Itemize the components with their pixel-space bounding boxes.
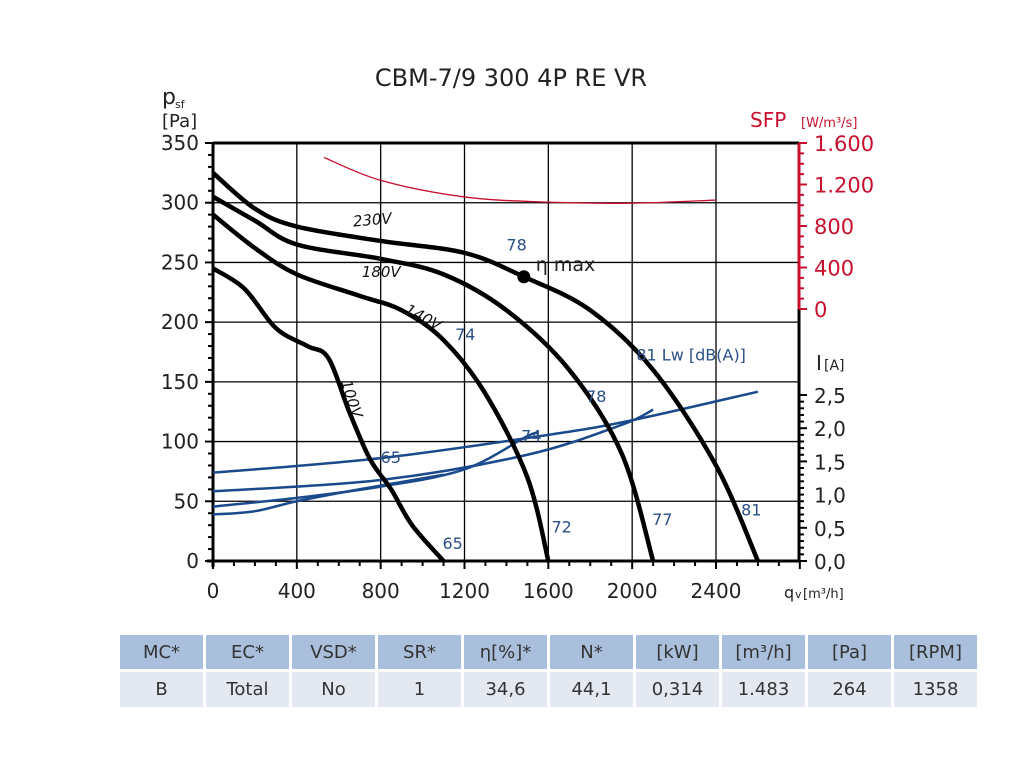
sound-level-label: 77 <box>652 510 672 529</box>
table-value-cell: 34,6 <box>464 672 547 707</box>
sound-level-label: 81 Lw [dB(A)] <box>636 345 746 364</box>
pressure-curve-230V <box>211 171 760 562</box>
svg-text:[Pa]: [Pa] <box>162 111 197 132</box>
current-tick-label: 2,5 <box>814 384 846 408</box>
current-curve-140V <box>212 431 539 508</box>
y-tick-label: 350 <box>161 131 199 155</box>
x-tick-label: 2400 <box>691 579 742 603</box>
sfp-tick-label: 400 <box>814 257 854 281</box>
sound-level-label: 78 <box>586 387 606 406</box>
spec-header-row: MC* EC* VSD* SR* η[%]* N* [kW] [m³/h] [Pa] [RPM] <box>120 635 977 669</box>
x-tick-label: 800 <box>362 579 400 603</box>
spec-table: MC* EC* VSD* SR* η[%]* N* [kW] [m³/h] [Pa] [RPM] … <box>117 632 980 710</box>
svg-text:p: p <box>162 85 176 110</box>
table-value-cell: Total <box>206 672 289 707</box>
x-tick-label: 2000 <box>607 579 658 603</box>
pressure-curve-140V <box>211 212 551 562</box>
current-tick-label: 2,0 <box>814 417 846 441</box>
voltage-label: 140V <box>402 300 446 335</box>
sfp-tick-label: 1.600 <box>814 132 874 156</box>
sound-level-label: 65 <box>381 448 401 467</box>
fan-performance-chart: CBM-7/9 300 4P RE VR p sf [Pa] SFP [W/m³… <box>161 64 874 603</box>
table-value-cell: No <box>292 672 375 707</box>
current-curve-100V <box>212 473 444 516</box>
sound-level-label: 65 <box>442 534 462 553</box>
current-tick-label: 0,5 <box>814 517 846 541</box>
current-axis-label: I [A] <box>816 351 845 375</box>
current-tick-label: 1,5 <box>814 450 846 474</box>
svg-text:sf: sf <box>175 98 186 111</box>
spec-value-row: B Total No 1 34,6 44,1 0,314 1.483 264 1358 <box>120 672 977 707</box>
sound-level-label: 74 <box>521 427 541 446</box>
svg-text:I: I <box>816 351 822 375</box>
svg-text:q: q <box>784 583 794 602</box>
table-value-cell: 1.483 <box>722 672 805 707</box>
sound-level-label: 81 <box>741 501 761 520</box>
pressure-curve-180V <box>211 194 656 562</box>
sound-level-label: 78 <box>506 235 526 254</box>
svg-text:SFP: SFP <box>750 108 786 132</box>
y-axis-label: p sf [Pa] <box>162 85 197 132</box>
y-tick-label: 150 <box>161 370 199 394</box>
table-header-cell: η[%]* <box>464 635 547 669</box>
current-tick-label: 0,0 <box>814 550 846 574</box>
y-tick-label: 250 <box>161 250 199 274</box>
sfp-curve <box>323 156 717 204</box>
table-value-cell: 1 <box>378 672 461 707</box>
table-header-cell: [RPM] <box>894 635 977 669</box>
sfp-tick-label: 800 <box>814 215 854 239</box>
series <box>211 156 760 563</box>
y-tick-label: 100 <box>161 430 199 454</box>
table-header-cell: [kW] <box>636 635 719 669</box>
table-header-cell: [Pa] <box>808 635 891 669</box>
table-header-cell: [m³/h] <box>722 635 805 669</box>
voltage-label: 100V <box>337 378 367 422</box>
table-header-cell: SR* <box>378 635 461 669</box>
svg-text:v: v <box>795 588 802 601</box>
sfp-axis-label: SFP [W/m³/s] <box>750 108 857 132</box>
svg-text:[m³/h]: [m³/h] <box>803 587 844 602</box>
voltage-label: 180V <box>362 263 403 281</box>
table-header-cell: N* <box>550 635 633 669</box>
svg-text:[W/m³/s]: [W/m³/s] <box>801 116 857 131</box>
chart-title: CBM-7/9 300 4P RE VR <box>375 64 647 92</box>
current-tick-label: 1,0 <box>814 484 846 508</box>
pressure-curve-100V <box>211 266 446 563</box>
table-header-cell: MC* <box>120 635 203 669</box>
eta-max-point <box>517 270 531 284</box>
table-value-cell: B <box>120 672 203 707</box>
table-header-cell: EC* <box>206 635 289 669</box>
table-value-cell: 0,314 <box>636 672 719 707</box>
table-value-cell: 1358 <box>894 672 977 707</box>
y-tick-label: 200 <box>161 310 199 334</box>
table-value-cell: 264 <box>808 672 891 707</box>
x-tick-label: 0 <box>207 579 220 603</box>
sound-level-label: 74 <box>455 325 475 344</box>
x-axis-label: q v [m³/h] <box>784 583 844 602</box>
voltage-label: 230V <box>352 209 394 230</box>
x-tick-label: 1200 <box>439 579 490 603</box>
sfp-tick-label: 1.200 <box>814 174 874 198</box>
svg-text:[A]: [A] <box>824 358 845 374</box>
current-curve-230V <box>212 390 759 474</box>
y-tick-label: 0 <box>186 549 199 573</box>
x-tick-label: 1600 <box>523 579 574 603</box>
axes: 0 50 100 150 200 250 300 350 0 400 800 1200 1600 2000… <box>161 131 874 603</box>
y-tick-label: 300 <box>161 191 199 215</box>
table-header-cell: VSD* <box>292 635 375 669</box>
eta-max-label: η max <box>536 254 595 276</box>
y-tick-label: 50 <box>174 489 199 513</box>
current-curve-180V <box>212 408 654 493</box>
table-value-cell: 44,1 <box>550 672 633 707</box>
sound-level-label: 72 <box>551 517 571 536</box>
x-tick-label: 400 <box>278 579 316 603</box>
sfp-tick-label: 0 <box>814 298 827 322</box>
